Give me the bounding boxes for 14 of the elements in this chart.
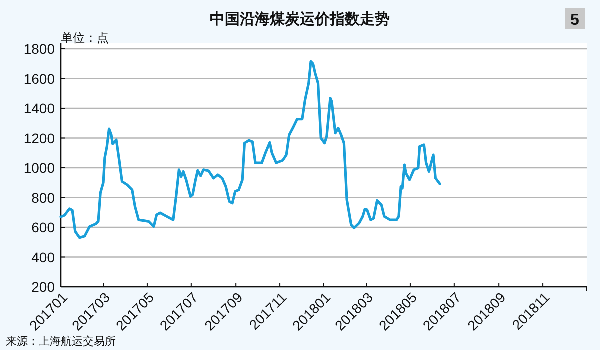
y-tick-label: 800	[32, 190, 56, 206]
y-axis-title: 单位：点	[61, 31, 109, 45]
y-tick-label: 1800	[24, 41, 56, 57]
y-tick-label: 1000	[24, 160, 56, 176]
y-tick-label: 400	[32, 249, 56, 266]
chart-title: 中国沿海煤炭运价指数走势	[210, 11, 390, 28]
y-tick-label: 1600	[24, 70, 56, 87]
source-note: 来源：上海航运交易所	[6, 335, 116, 348]
y-tick-label: 600	[32, 220, 56, 236]
y-tick-label: 200	[32, 279, 56, 295]
text: 5	[570, 12, 580, 29]
line-series	[60, 60, 442, 240]
y-tick-label: 1400	[24, 100, 56, 116]
y-tick-label: 1200	[24, 130, 56, 146]
